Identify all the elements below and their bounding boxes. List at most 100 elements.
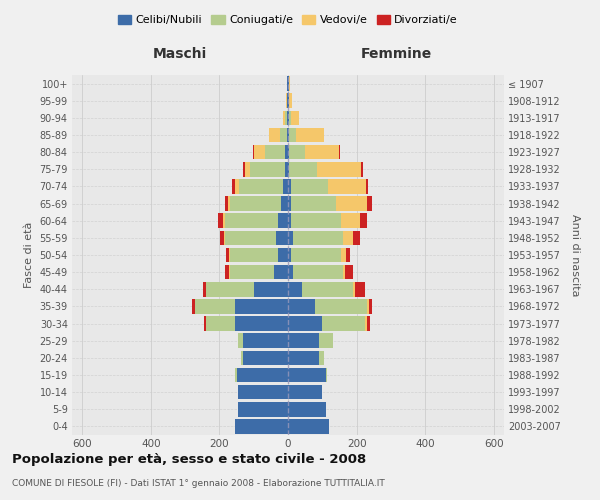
Bar: [319, 350, 324, 365]
Text: Popolazione per età, sesso e stato civile - 2008: Popolazione per età, sesso e stato civil…: [12, 452, 366, 466]
Bar: [235, 316, 288, 331]
Bar: [302, 282, 353, 296]
Bar: [196, 299, 235, 314]
Bar: [236, 368, 288, 382]
Bar: [368, 299, 372, 314]
Bar: [224, 214, 278, 228]
Bar: [245, 162, 250, 176]
Bar: [250, 162, 284, 176]
Bar: [288, 145, 289, 160]
Bar: [280, 128, 287, 142]
Bar: [288, 94, 289, 108]
Bar: [241, 350, 244, 365]
Bar: [341, 248, 346, 262]
Bar: [293, 265, 343, 280]
Bar: [203, 282, 206, 296]
Bar: [287, 128, 288, 142]
Bar: [288, 350, 319, 365]
Bar: [287, 110, 288, 125]
Text: COMUNE DI FIESOLE (FI) - Dati ISTAT 1° gennaio 2008 - Elaborazione TUTTITALIA.IT: COMUNE DI FIESOLE (FI) - Dati ISTAT 1° g…: [12, 479, 385, 488]
Bar: [269, 128, 280, 142]
Bar: [288, 385, 322, 400]
Bar: [284, 162, 288, 176]
Bar: [339, 145, 340, 160]
Bar: [238, 334, 244, 348]
Bar: [281, 196, 288, 211]
Bar: [235, 299, 288, 314]
Bar: [291, 179, 328, 194]
Bar: [254, 145, 265, 160]
Bar: [288, 110, 289, 125]
Bar: [229, 265, 230, 280]
Bar: [341, 214, 360, 228]
Bar: [305, 145, 339, 160]
Bar: [288, 214, 292, 228]
Bar: [292, 248, 341, 262]
Bar: [367, 196, 372, 211]
Bar: [288, 282, 302, 296]
Bar: [288, 179, 291, 194]
Bar: [230, 265, 274, 280]
Bar: [289, 110, 291, 125]
Y-axis label: Anni di nascita: Anni di nascita: [571, 214, 580, 296]
Bar: [360, 214, 367, 228]
Bar: [288, 368, 326, 382]
Bar: [285, 145, 288, 160]
Bar: [289, 145, 305, 160]
Bar: [285, 110, 287, 125]
Bar: [225, 265, 229, 280]
Bar: [265, 145, 285, 160]
Bar: [288, 265, 293, 280]
Bar: [367, 316, 370, 331]
Bar: [289, 128, 296, 142]
Bar: [344, 265, 353, 280]
Bar: [206, 316, 235, 331]
Bar: [254, 282, 288, 296]
Bar: [288, 196, 292, 211]
Bar: [317, 162, 361, 176]
Bar: [244, 162, 245, 176]
Bar: [274, 265, 288, 280]
Bar: [276, 230, 288, 245]
Bar: [235, 179, 239, 194]
Bar: [361, 162, 363, 176]
Bar: [293, 230, 343, 245]
Bar: [365, 316, 367, 331]
Bar: [288, 248, 292, 262]
Bar: [283, 179, 288, 194]
Bar: [220, 230, 224, 245]
Bar: [288, 128, 289, 142]
Text: Femmine: Femmine: [361, 48, 431, 62]
Bar: [288, 316, 322, 331]
Text: Maschi: Maschi: [153, 48, 207, 62]
Bar: [226, 248, 229, 262]
Bar: [289, 94, 292, 108]
Bar: [316, 299, 367, 314]
Bar: [288, 162, 289, 176]
Bar: [353, 282, 355, 296]
Y-axis label: Fasce di età: Fasce di età: [24, 222, 34, 288]
Bar: [343, 265, 344, 280]
Bar: [232, 179, 235, 194]
Bar: [230, 248, 278, 262]
Bar: [288, 334, 319, 348]
Bar: [235, 419, 288, 434]
Bar: [288, 76, 289, 91]
Bar: [319, 334, 332, 348]
Bar: [288, 230, 293, 245]
Bar: [244, 334, 288, 348]
Bar: [353, 230, 360, 245]
Bar: [366, 179, 368, 194]
Bar: [289, 76, 290, 91]
Bar: [244, 350, 288, 365]
Bar: [238, 402, 288, 416]
Bar: [287, 94, 288, 108]
Bar: [278, 248, 288, 262]
Bar: [322, 316, 365, 331]
Bar: [223, 214, 224, 228]
Bar: [292, 196, 336, 211]
Bar: [218, 214, 223, 228]
Legend: Celibi/Nubili, Coniugati/e, Vedovi/e, Divorziati/e: Celibi/Nubili, Coniugati/e, Vedovi/e, Di…: [113, 10, 463, 30]
Bar: [326, 368, 328, 382]
Bar: [292, 214, 341, 228]
